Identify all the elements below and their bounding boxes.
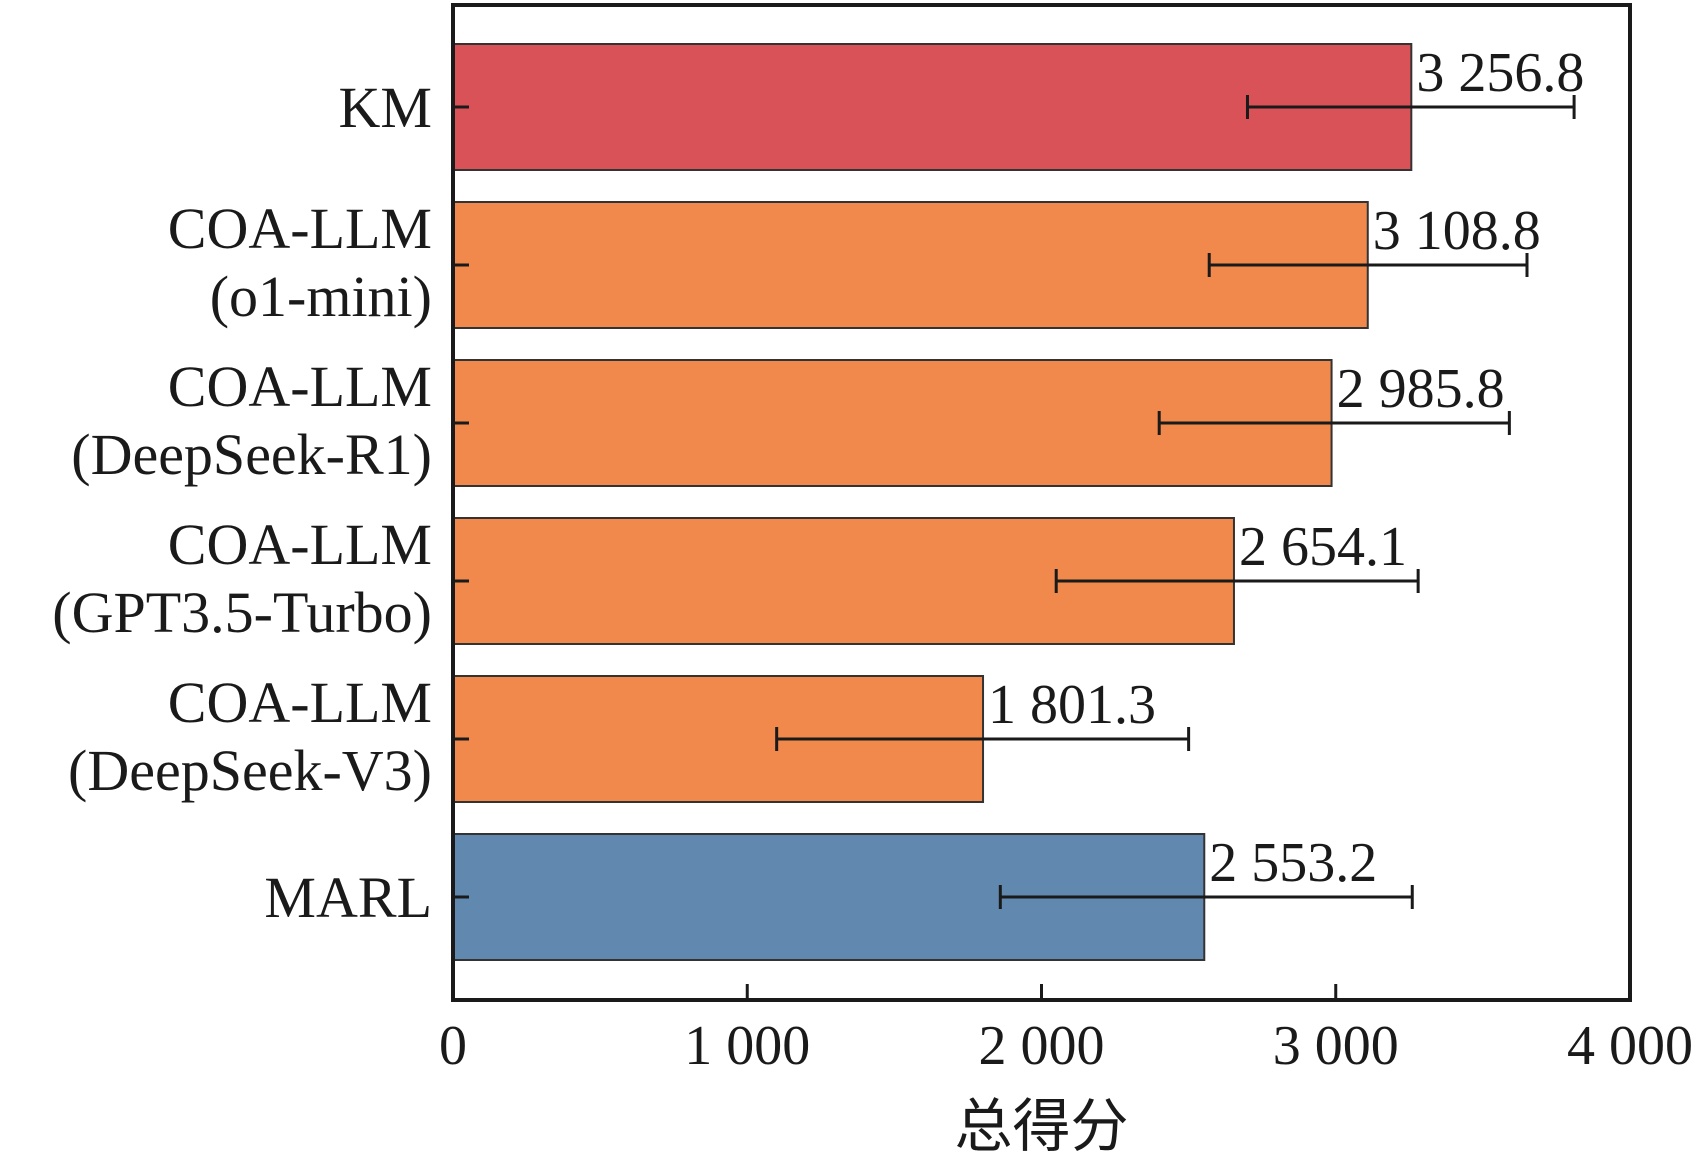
y-ticks-layer: [453, 105, 469, 899]
data-label: 3 108.8: [1373, 200, 1541, 262]
value-labels-layer: 3 256.8 3 108.8 2 985.8 2 654.1 1 801.3 2 553…: [988, 42, 1584, 894]
x-tick-label: 0: [439, 1015, 467, 1077]
x-tick-label: 4 000: [1567, 1015, 1693, 1077]
bars-layer: [452, 43, 1413, 961]
category-label: KM: [339, 75, 432, 140]
x-tick-label: 1 000: [684, 1015, 810, 1077]
x-tick-label: 2 000: [979, 1015, 1105, 1077]
error-bars-layer: [775, 95, 1576, 909]
category-label: COA-LLM (DeepSeek-V3): [68, 670, 432, 803]
category-label: MARL: [264, 865, 432, 930]
category-label: COA-LLM (DeepSeek-R1): [71, 354, 432, 487]
data-label: 1 801.3: [988, 674, 1156, 736]
x-tick-label: 3 000: [1273, 1015, 1399, 1077]
category-label: COA-LLM (GPT3.5-Turbo): [52, 512, 432, 645]
x-axis-title: 总得分: [954, 1092, 1128, 1156]
category-labels-layer: KM COA-LLM (o1-mini) COA-LLM (DeepSeek-R1) CO…: [52, 75, 432, 930]
data-label: 2 553.2: [1209, 832, 1377, 894]
x-ticks-layer: 0 1 000 2 000 3 000 4 000: [439, 984, 1693, 1077]
data-label: 2 985.8: [1337, 358, 1505, 420]
category-label: COA-LLM (o1-mini): [168, 196, 432, 329]
data-label: 2 654.1: [1239, 516, 1407, 578]
data-label: 3 256.8: [1416, 42, 1584, 104]
